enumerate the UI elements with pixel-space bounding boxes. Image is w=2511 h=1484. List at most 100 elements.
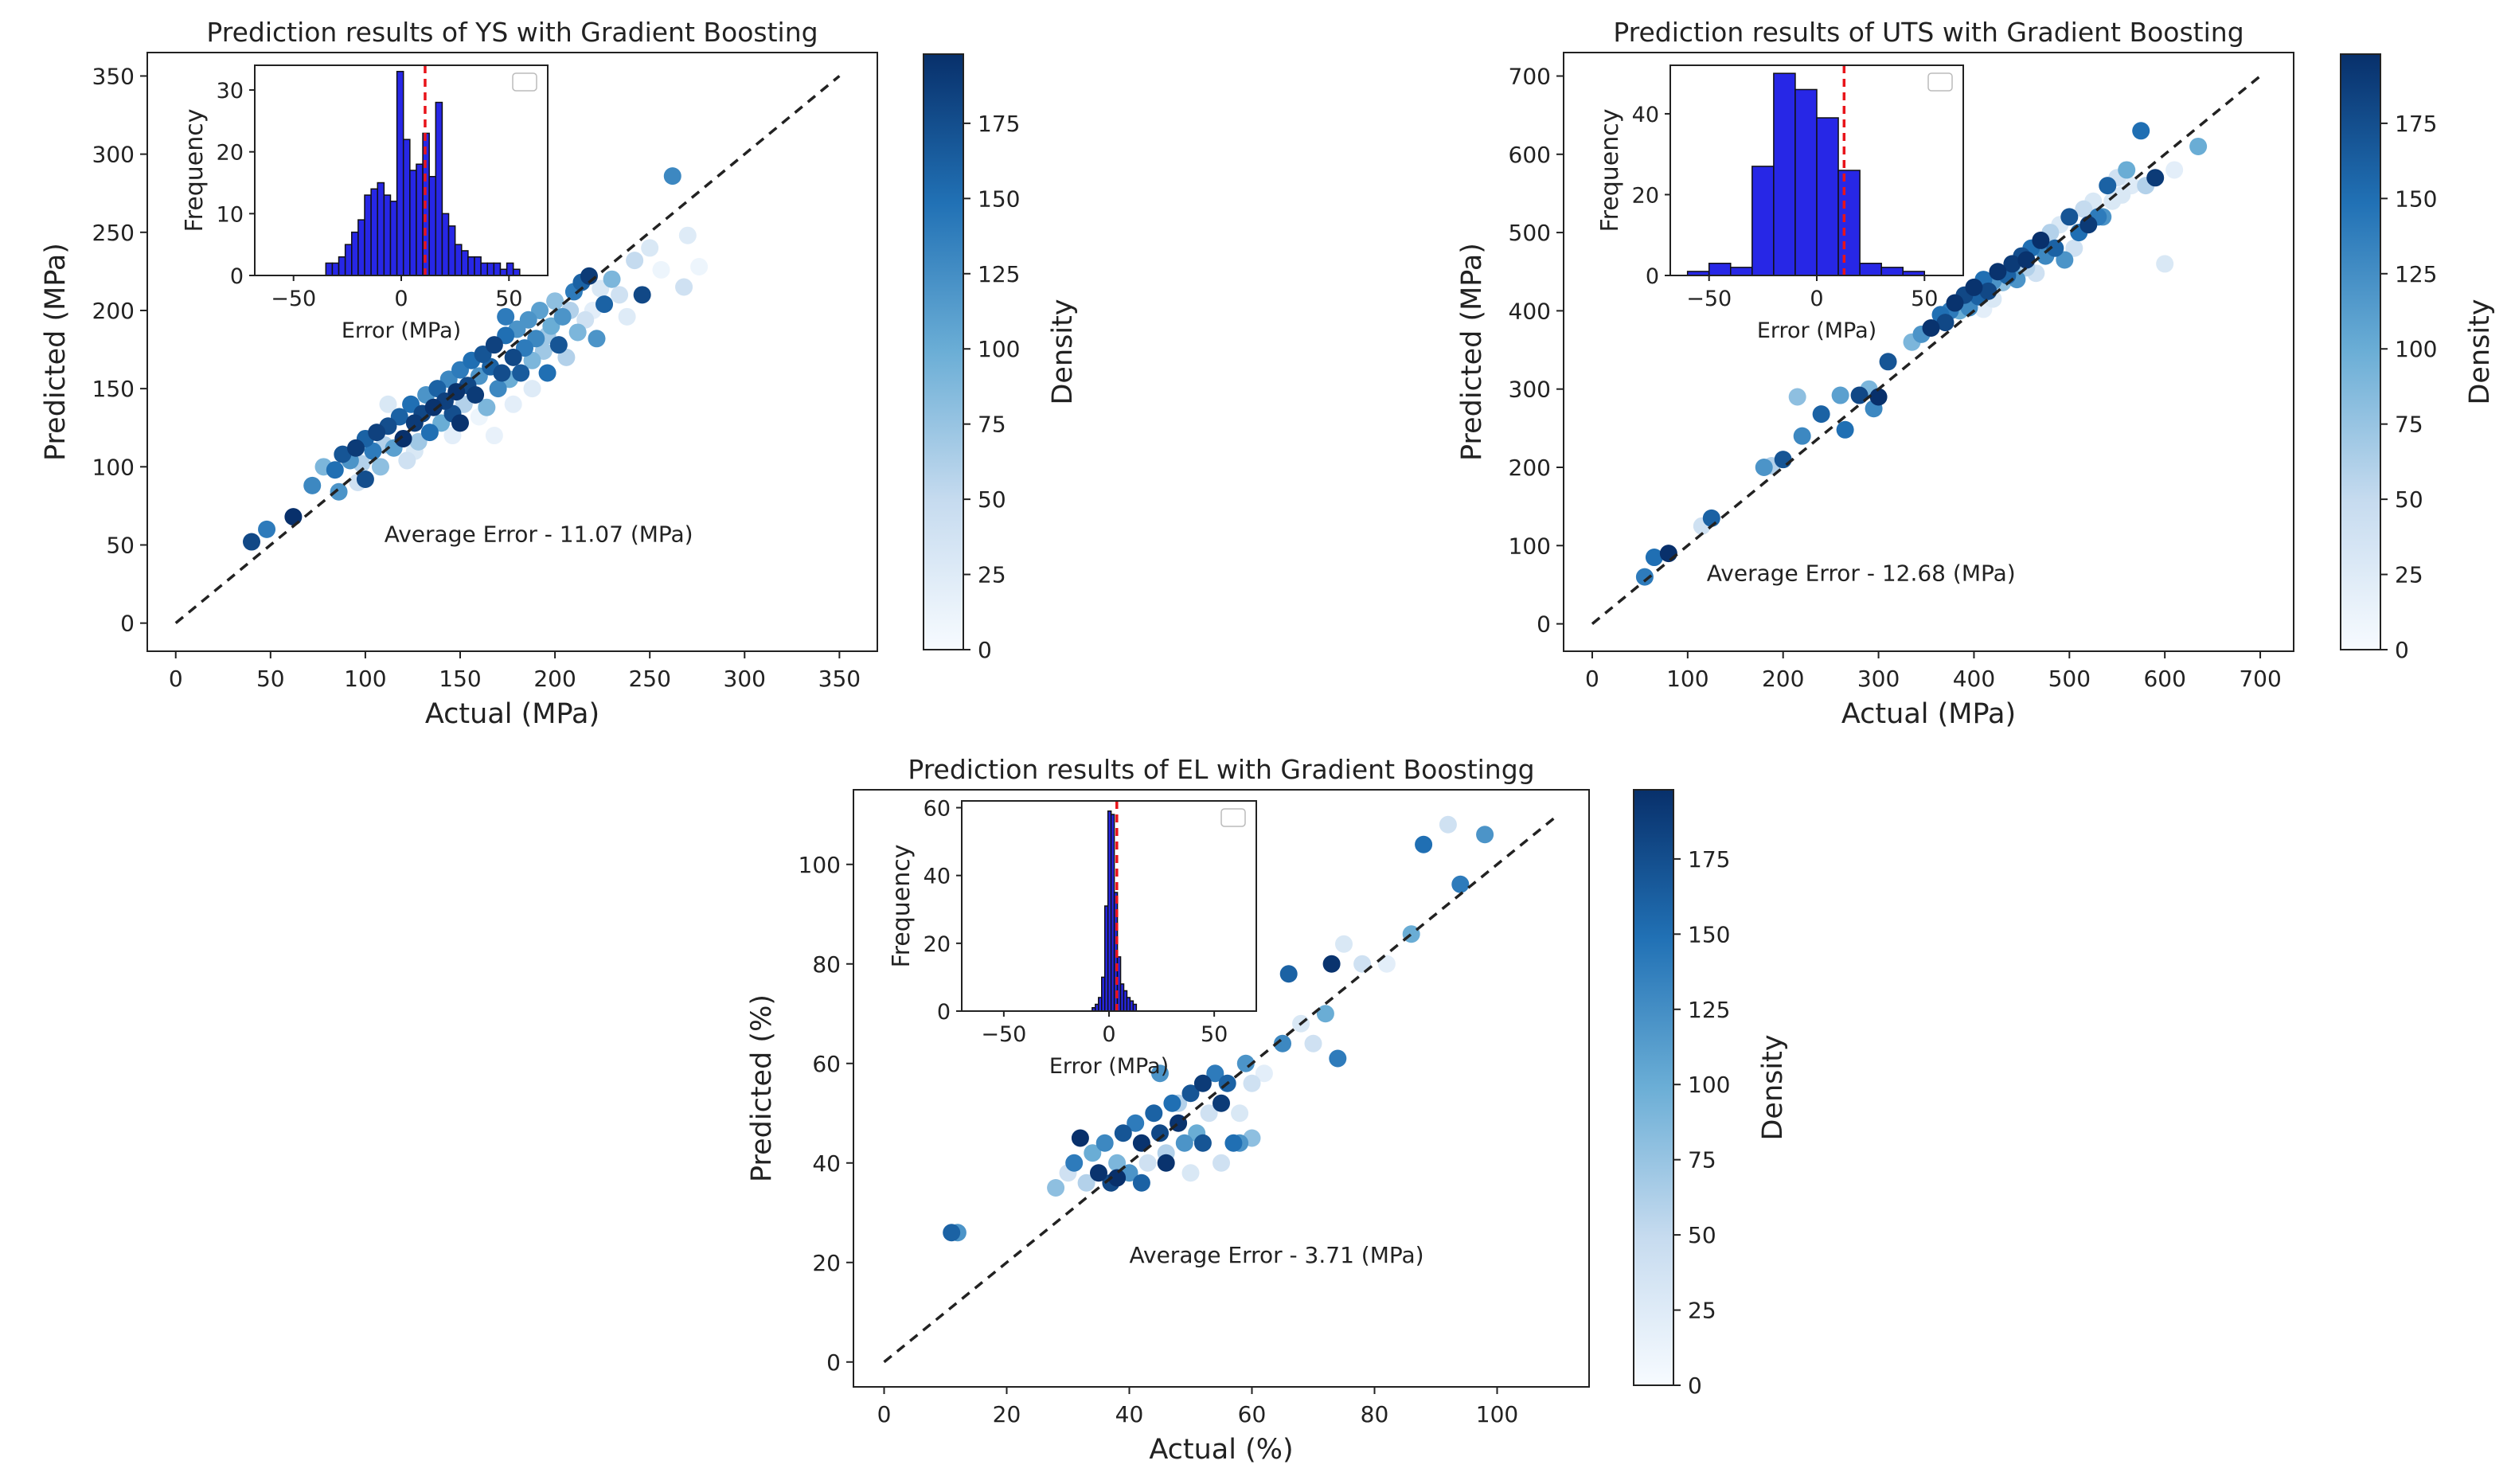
scatter-point: [2032, 231, 2050, 249]
inset-y-axis-label: Frequency: [181, 109, 209, 232]
histogram-bar: [441, 213, 450, 276]
scatter-point: [523, 380, 541, 398]
scatter-point: [2165, 161, 2184, 179]
scatter-point: [1329, 1049, 1347, 1068]
inset-y-tick-label: 40: [1632, 103, 1659, 127]
chart-title: Prediction results of UTS with Gradient …: [1613, 17, 2243, 48]
scatter-point: [1151, 1064, 1169, 1083]
histogram-bar: [1132, 1003, 1138, 1012]
scatter-point: [1946, 294, 1964, 312]
histogram-bar: [357, 219, 365, 276]
inset-x-tick-label: 0: [1102, 1022, 1115, 1047]
histogram-bar: [1751, 166, 1775, 276]
inset-x-tick-label: −50: [271, 287, 316, 311]
histogram-bar: [331, 262, 340, 276]
scatter-point: [1181, 1164, 1200, 1182]
scatter-point: [1071, 1129, 1089, 1147]
scatter-point: [1206, 1064, 1224, 1083]
scatter-point: [1095, 1134, 1114, 1152]
scatter-point: [641, 239, 659, 257]
colorbar-tick-label: 75: [2395, 412, 2423, 438]
histogram-bar: [344, 244, 353, 276]
colorbar-tick-label: 150: [978, 186, 1020, 212]
scatter-point: [504, 348, 522, 366]
histogram-bar: [402, 139, 411, 276]
scatter-point: [1645, 549, 1663, 567]
scatter-point: [1659, 545, 1677, 563]
scatter-point: [1181, 1084, 1200, 1103]
inset-legend-box: [1220, 808, 1246, 827]
inset-histogram: −50 0 50 0 20 40 Error (MPa) Frequency: [1596, 64, 1964, 343]
inset-y-tick-label: 10: [217, 202, 244, 227]
chart-title: Prediction results of EL with Gradient B…: [908, 754, 1534, 785]
average-error-annotation: Average Error - 3.71 (MPa): [1130, 1242, 1424, 1268]
scatter-point: [2113, 186, 2131, 204]
x-tick-label: 100: [1476, 1401, 1518, 1427]
scatter-point: [2060, 208, 2079, 226]
scatter-point: [1635, 568, 1654, 586]
histogram-bar: [1859, 263, 1882, 276]
histogram-bar: [454, 244, 463, 276]
scatter-point: [1869, 388, 1888, 406]
colorbar-tick-label: 125: [978, 261, 1020, 287]
colorbar-tick-label: 100: [978, 336, 1020, 362]
colorbar-tick-label: 75: [1688, 1147, 1716, 1174]
scatter-point: [504, 395, 522, 413]
scatter-point: [1127, 1114, 1145, 1132]
scatter-point: [1236, 1054, 1255, 1072]
scatter-point: [420, 424, 439, 442]
colorbar: 0 25 50 75 100 125 150 175 Density: [1633, 789, 1789, 1399]
y-tick-label: 400: [1509, 298, 1551, 324]
colorbar-tick-label: 100: [2395, 336, 2437, 362]
scatter-point: [568, 323, 587, 342]
histogram-bar: [1794, 88, 1818, 276]
y-tick-label: 100: [799, 852, 841, 878]
inset-y-axis-label: Frequency: [1596, 109, 1624, 232]
x-tick-label: 200: [533, 666, 576, 692]
y-tick-label: 40: [812, 1150, 841, 1177]
scatter-point: [1774, 451, 1792, 469]
scatter-point: [2056, 251, 2074, 269]
scatter-point: [405, 414, 424, 432]
x-tick-label: 60: [1238, 1401, 1267, 1427]
y-tick-label: 200: [92, 298, 135, 324]
colorbar-scale: [2340, 53, 2381, 650]
x-tick-label: 50: [256, 666, 285, 692]
scatter-point: [478, 398, 496, 416]
scatter-point: [1255, 1064, 1273, 1083]
scatter-point: [347, 439, 365, 457]
y-tick-label: 500: [1509, 220, 1551, 246]
scatter-point: [303, 476, 322, 494]
scatter-point: [2189, 137, 2208, 155]
y-axis-label: Predicted (MPa): [1456, 243, 1488, 461]
scatter-point: [371, 458, 389, 476]
scatter-point: [603, 270, 621, 288]
colorbar-tick-label: 150: [1688, 921, 1730, 947]
scatter-point: [546, 292, 564, 310]
inset-y-tick-label: 0: [1646, 264, 1659, 289]
y-tick-label: 700: [1509, 63, 1551, 89]
scatter-point: [1793, 427, 1811, 445]
colorbar-tick-label: 50: [1688, 1222, 1716, 1248]
scatter-point: [398, 451, 416, 470]
x-tick-label: 100: [344, 666, 386, 692]
chart-title: Prediction results of YS with Gradient B…: [206, 17, 818, 48]
scatter-point: [618, 307, 636, 326]
scatter-point: [1138, 1154, 1157, 1172]
histogram-bar: [1730, 267, 1753, 276]
histogram-bar: [389, 201, 398, 276]
y-tick-label: 0: [826, 1349, 841, 1376]
inset-y-tick-label: 20: [217, 141, 244, 166]
histogram-bar: [338, 256, 346, 276]
average-error-annotation: Average Error - 11.07 (MPa): [385, 521, 693, 548]
scatter-point: [1163, 1094, 1181, 1112]
y-tick-label: 20: [812, 1250, 841, 1276]
scatter-point: [1812, 405, 1830, 424]
scatter-point: [652, 260, 670, 279]
scatter-point: [2017, 251, 2036, 269]
inset-x-tick-label: 50: [1201, 1022, 1228, 1047]
scatter-point: [1879, 353, 1897, 371]
y-tick-label: 250: [92, 220, 135, 246]
y-tick-label: 100: [92, 454, 135, 480]
